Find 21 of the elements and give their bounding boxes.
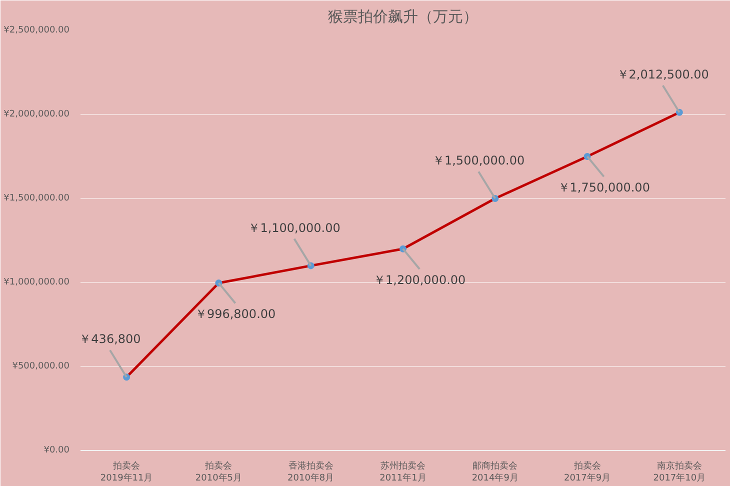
data-label: ￥1,750,000.00 <box>558 180 650 195</box>
data-label: ￥1,200,000.00 <box>374 273 466 288</box>
data-label: ￥996,800.00 <box>194 307 276 322</box>
x-tick-label: 拍卖会 2010年5月 <box>195 460 242 484</box>
y-tick-label: ¥500,000.00 <box>12 362 70 372</box>
y-tick-label: ¥1,500,000.00 <box>4 194 70 204</box>
x-tick-label: 香港拍卖会 2010年8月 <box>288 460 334 484</box>
data-label: ￥1,100,000.00 <box>248 220 340 235</box>
y-tick-label: ¥2,000,000.00 <box>4 110 70 120</box>
chart-title: 猴票拍价飙升（万元） <box>328 8 478 26</box>
y-tick-label: ¥1,000,000.00 <box>4 278 70 288</box>
x-tick-label: 南京拍卖会 2017年10月 <box>653 460 706 484</box>
x-tick-label: 拍卖会 2017年9月 <box>564 460 611 484</box>
y-tick-label: ¥0.00 <box>44 446 70 456</box>
x-tick-label: 苏州拍卖会 2011年1月 <box>380 460 426 484</box>
data-label: ￥2,012,500.00 <box>616 68 709 82</box>
x-tick-label: 拍卖会 2019年11月 <box>100 460 153 484</box>
y-tick-label: ¥2,500,000.00 <box>4 26 70 36</box>
x-tick-label: 邮商拍卖会 2014年9月 <box>472 460 518 484</box>
data-label: ￥1,500,000.00 <box>432 154 525 168</box>
data-label: ￥436,800 <box>79 332 141 346</box>
